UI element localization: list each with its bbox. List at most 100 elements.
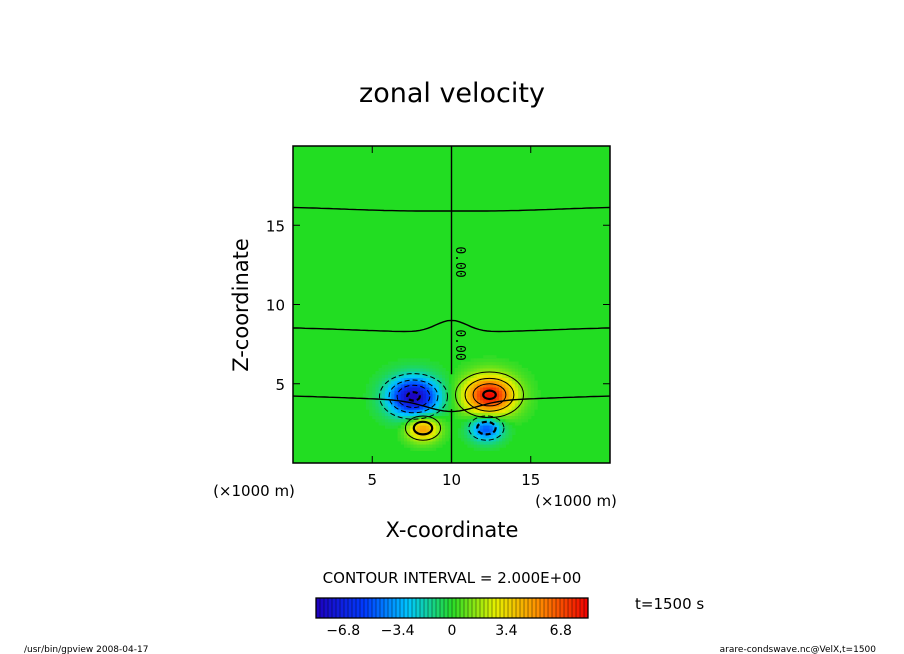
colorbar-swatch [376,598,381,618]
heatmap-cell [492,424,497,429]
heatmap-cell [407,371,411,375]
heatmap-cell [391,393,396,398]
heatmap-cell [369,409,373,413]
heatmap-cell [410,383,415,388]
x-tick-label: 10 [442,471,461,489]
heatmap-cell [518,405,522,410]
heatmap-cell [499,364,503,369]
heatmap-cell [416,428,421,432]
heatmap-cell [480,405,484,410]
heatmap-cell [397,386,402,391]
heatmap-cell [391,405,396,410]
heatmap-cell [533,393,538,398]
heatmap-cell [410,418,415,423]
heatmap-cell [467,361,472,366]
heatmap-cell [410,386,415,391]
heatmap-cell [499,396,503,401]
heatmap-cell [432,437,437,442]
heatmap-cell [505,402,510,407]
heatmap-cell [372,399,377,404]
heatmap-cell [518,418,522,423]
heatmap-cell [422,405,427,410]
heatmap-cell [378,415,383,420]
heatmap-cell [422,440,427,445]
heatmap-cell [495,437,500,442]
heatmap-cell [397,428,402,432]
heatmap-cell [495,431,500,436]
heatmap-cell [381,418,386,423]
heatmap-cell [464,367,468,372]
heatmap-cell [508,405,513,410]
heatmap-cell [480,440,484,445]
heatmap-cell [429,409,434,413]
colorbar-swatch [540,598,545,618]
heatmap-cell [483,418,487,423]
heatmap-cell [422,390,427,394]
heatmap-cell [419,390,424,394]
heatmap-cell [492,412,497,417]
colorbar-swatch [328,598,333,618]
heatmap-cell [407,434,411,439]
heatmap-cell [495,390,500,394]
heatmap-cell [537,390,541,394]
heatmap-cell [391,421,396,426]
heatmap-cell [470,386,475,391]
heatmap-cell [464,421,468,426]
heatmap-cell [473,399,478,404]
heatmap-cell [448,421,453,426]
heatmap-cell [388,364,392,369]
heatmap-cell [457,434,462,439]
heatmap-cell [388,396,392,401]
y-tick-label: 15 [266,217,285,235]
heatmap-cell [524,390,529,394]
heatmap-cell [397,405,402,410]
heatmap-cell [461,386,465,391]
heatmap-cell [416,440,421,445]
heatmap-cell [410,377,415,382]
heatmap-cell [429,386,434,391]
heatmap-cell [486,434,491,439]
heatmap-cell [454,380,459,385]
heatmap-cell [505,371,510,375]
heatmap-cell [470,374,475,379]
colorbar-swatch [344,598,349,618]
heatmap-cell [432,409,437,413]
heatmap-cell [454,405,459,410]
heatmap-cell [448,431,453,436]
heatmap-cell [511,412,516,417]
heatmap-cell [413,386,418,391]
heatmap-cell [473,374,478,379]
heatmap-cell [381,412,386,417]
heatmap-cell [486,424,491,429]
heatmap-cell [426,364,430,369]
heatmap-cell [521,386,526,391]
anomaly-contour [464,377,515,412]
heatmap-cell [419,428,424,432]
anomaly-contour [476,420,497,436]
colorbar-swatch [552,598,557,618]
heatmap-cell [489,405,494,410]
heatmap-cell [397,396,402,401]
heatmap-cell [403,396,408,401]
heatmap-cell [391,386,396,391]
heatmap-cell [438,443,443,448]
heatmap-cell [413,361,418,366]
heatmap-cell [476,374,481,379]
heatmap-cell [400,415,405,420]
colorbar-tick-label: −3.4 [381,623,415,639]
heatmap-cell [407,409,411,413]
heatmap-cell [413,443,418,448]
heatmap-cell [524,396,529,401]
heatmap-cell [464,440,468,445]
heatmap-cell [413,440,418,445]
heatmap-cell [514,367,519,372]
heatmap-cell [407,393,411,398]
heatmap-cell [384,412,389,417]
heatmap-cell [502,434,506,439]
heatmap-cell [483,374,487,379]
heatmap-cell [438,412,443,417]
heatmap-cell [486,383,491,388]
heatmap-cell [445,399,449,404]
heatmap-cell [499,383,503,388]
heatmap-cell [486,428,491,432]
